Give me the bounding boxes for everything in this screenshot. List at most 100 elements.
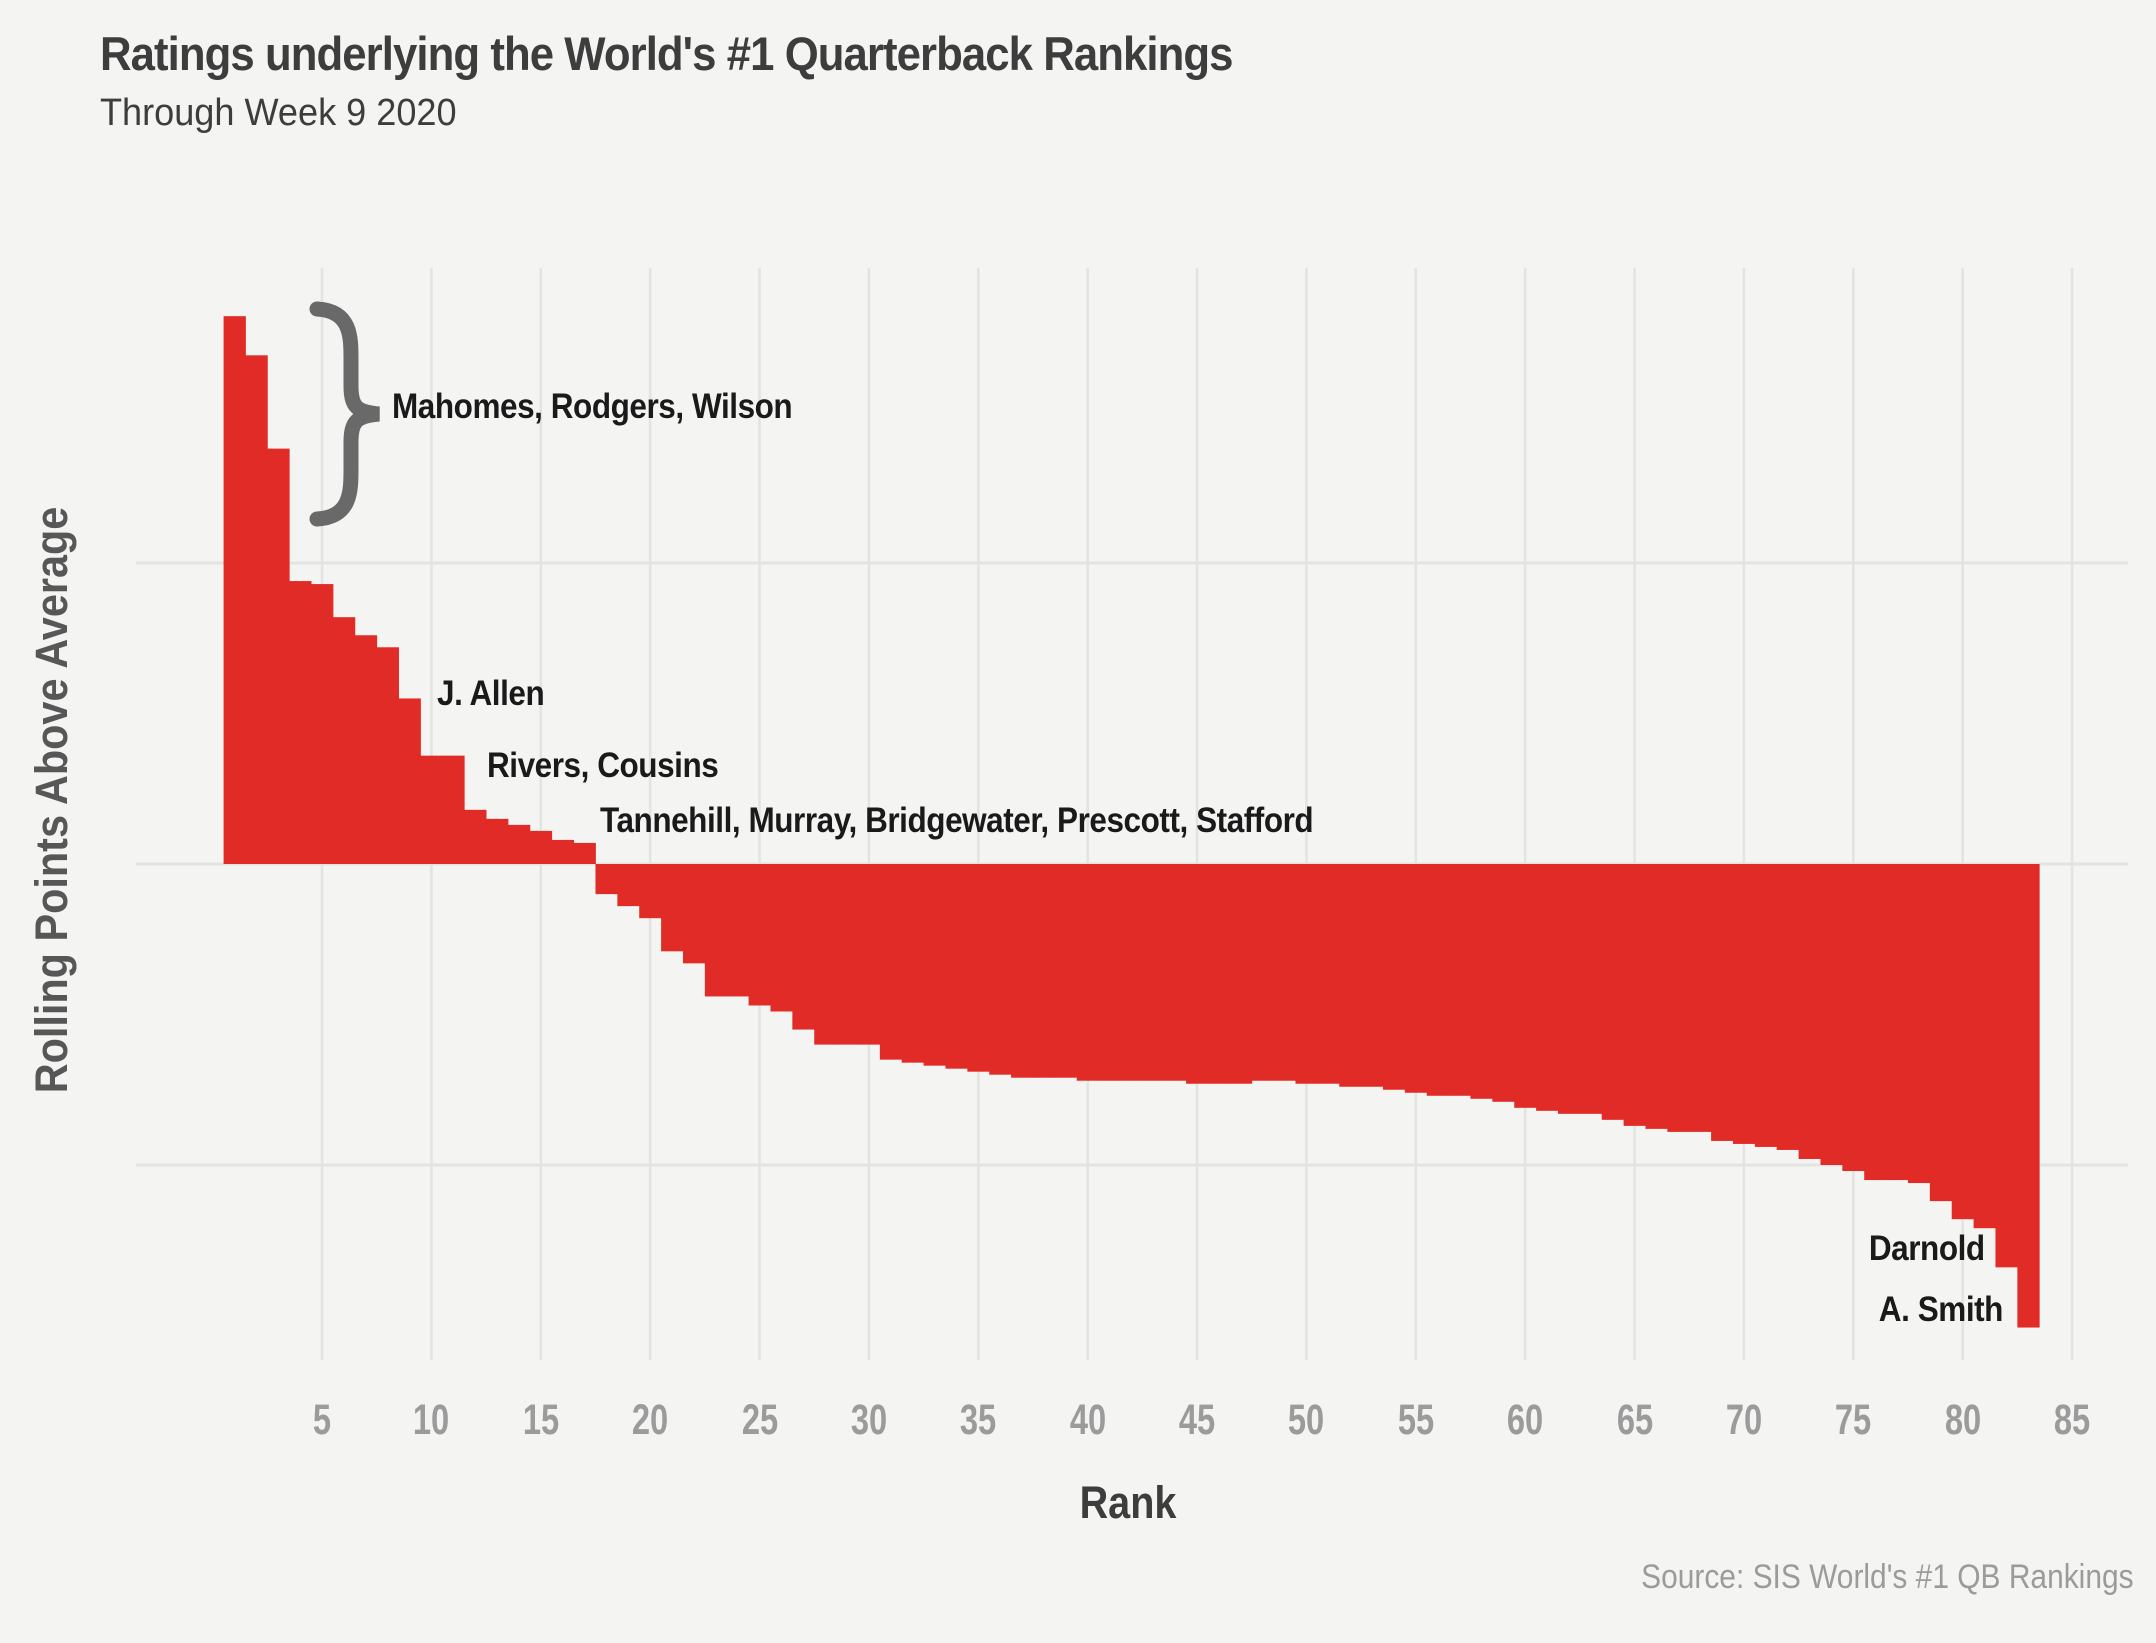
bar-rank-66: [1645, 864, 1668, 1129]
x-tick-label-60: 60: [1506, 1396, 1544, 1444]
bar-rank-12: [464, 809, 487, 864]
bar-rank-65: [1623, 864, 1646, 1126]
bar-rank-6: [332, 617, 356, 864]
bar-rank-5: [311, 584, 334, 864]
page-subtitle: Through Week 9 2020: [100, 92, 457, 134]
bar-rank-58: [1470, 864, 1493, 1099]
bar-rank-33: [923, 864, 946, 1066]
bar-rank-11: [442, 755, 465, 864]
bar-rank-34: [945, 864, 968, 1069]
bar-rank-24: [726, 864, 749, 997]
annotation-mid-group: Tannehill, Murray, Bridgewater, Prescott…: [600, 801, 1314, 840]
bar-rank-42: [1120, 864, 1143, 1081]
bar-rank-49: [1273, 864, 1296, 1081]
bar-rank-63: [1579, 864, 1603, 1114]
bar-rank-19: [617, 864, 640, 907]
bar-rank-9: [398, 698, 421, 864]
bar-rank-2: [245, 355, 268, 864]
annotation-j-allen: J. Allen: [437, 674, 545, 713]
bar-rank-81: [1973, 864, 1996, 1229]
bar-rank-46: [1207, 864, 1231, 1084]
bar-rank-80: [1951, 864, 1974, 1220]
bar-rank-74: [1820, 864, 1843, 1165]
x-tick-label-35: 35: [960, 1396, 997, 1444]
bar-rank-62: [1557, 864, 1581, 1114]
bar-rank-27: [792, 864, 815, 1030]
bar-rank-43: [1142, 864, 1165, 1081]
bar-rank-28: [814, 864, 837, 1045]
bar-rank-44: [1164, 864, 1187, 1081]
x-tick-label-5: 5: [312, 1396, 332, 1444]
bar-rank-60: [1514, 864, 1537, 1108]
bar-rank-25: [748, 864, 771, 1006]
bar-rank-39: [1054, 864, 1078, 1078]
page-title: Ratings underlying the World's #1 Quarte…: [100, 27, 1233, 80]
bar-rank-10: [420, 755, 443, 864]
bar-rank-16: [551, 839, 574, 864]
bar-rank-71: [1754, 864, 1778, 1147]
bar-rank-51: [1317, 864, 1340, 1084]
x-tick-label-15: 15: [522, 1396, 559, 1444]
bar-rank-77: [1886, 864, 1909, 1181]
bar-rank-54: [1382, 864, 1406, 1090]
bar-rank-31: [879, 864, 903, 1060]
x-tick-label-70: 70: [1725, 1396, 1763, 1444]
bar-rank-55: [1404, 864, 1428, 1093]
bar-rank-45: [1186, 864, 1209, 1084]
bar-rank-30: [857, 864, 881, 1045]
bar-rank-59: [1492, 864, 1515, 1102]
bar-rank-76: [1864, 864, 1887, 1181]
bar-rank-67: [1667, 864, 1690, 1132]
bar-rank-56: [1426, 864, 1449, 1096]
bar-rank-83: [2017, 864, 2040, 1328]
x-tick-label-40: 40: [1069, 1396, 1106, 1444]
bar-rank-3: [267, 448, 290, 864]
bar-rank-69: [1711, 864, 1734, 1141]
x-axis-title: Rank: [1079, 1477, 1177, 1528]
bar-rank-64: [1601, 864, 1624, 1120]
x-tick-label-25: 25: [741, 1396, 778, 1444]
bar-rank-15: [529, 830, 553, 864]
bar-rank-79: [1929, 864, 1953, 1202]
bar-rank-50: [1295, 864, 1318, 1084]
bar-rank-4: [289, 581, 312, 864]
bar-rank-78: [1907, 864, 1931, 1184]
bar-rank-8: [376, 647, 399, 864]
x-tick-label-30: 30: [850, 1396, 888, 1444]
bar-rank-14: [507, 824, 531, 864]
bar-rank-82: [1995, 864, 2018, 1268]
bar-rank-75: [1842, 864, 1865, 1172]
x-tick-label-65: 65: [1616, 1396, 1653, 1444]
bar-rank-37: [1011, 864, 1034, 1078]
bar-rank-73: [1798, 864, 1821, 1159]
annotation-a-smith: A. Smith: [1878, 1290, 2004, 1329]
bar-series: [223, 316, 2040, 1328]
bar-rank-13: [486, 818, 509, 864]
bar-rank-72: [1776, 864, 1799, 1150]
x-tick-label-20: 20: [631, 1396, 669, 1444]
bar-rank-35: [967, 864, 990, 1072]
bar-rank-21: [661, 864, 684, 952]
bar-rank-53: [1361, 864, 1384, 1087]
bar-rank-22: [682, 864, 706, 964]
bar-rank-38: [1032, 864, 1056, 1078]
bar-rank-57: [1448, 864, 1471, 1096]
bar-rank-32: [901, 864, 924, 1063]
annotation-darnold: Darnold: [1869, 1229, 1985, 1268]
curly-brace-icon: [309, 301, 380, 527]
bar-rank-7: [354, 635, 378, 864]
bar-rank-17: [573, 842, 596, 864]
y-axis-title: Rolling Points Above Average: [26, 506, 77, 1094]
bar-rank-23: [704, 864, 728, 997]
x-tick-label-85: 85: [2053, 1396, 2091, 1444]
x-tick-label-55: 55: [1397, 1396, 1434, 1444]
bar-rank-61: [1536, 864, 1559, 1111]
x-tick-label-50: 50: [1288, 1396, 1325, 1444]
x-tick-label-45: 45: [1178, 1396, 1216, 1444]
x-tick-label-75: 75: [1835, 1396, 1872, 1444]
bar-rank-41: [1098, 864, 1121, 1081]
bar-rank-52: [1339, 864, 1362, 1087]
bar-rank-20: [639, 864, 662, 919]
bar-rank-47: [1229, 864, 1253, 1084]
